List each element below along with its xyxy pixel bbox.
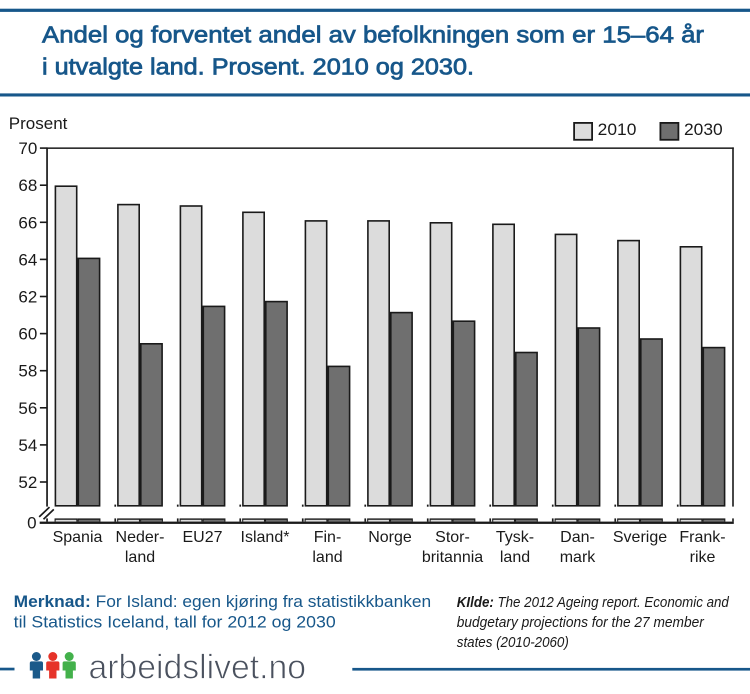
svg-text:budgetary projections for the: budgetary projections for the 27 member xyxy=(457,614,705,631)
svg-text:land: land xyxy=(500,549,530,566)
svg-text:britannia: britannia xyxy=(422,549,483,566)
svg-text:2030: 2030 xyxy=(684,120,723,139)
svg-text:Dan-: Dan- xyxy=(560,529,595,546)
svg-text:Sverige: Sverige xyxy=(613,529,667,546)
svg-text:Andel og forventet andel av be: Andel og forventet andel av befolkningen… xyxy=(42,22,704,48)
svg-text:68: 68 xyxy=(18,176,37,195)
svg-text:Prosent: Prosent xyxy=(9,114,68,133)
svg-text:62: 62 xyxy=(18,288,37,307)
svg-text:64: 64 xyxy=(18,250,37,269)
svg-text:Tysk-: Tysk- xyxy=(496,529,534,546)
svg-text:Island*: Island* xyxy=(241,529,290,546)
svg-text:54: 54 xyxy=(18,436,37,455)
svg-text:mark: mark xyxy=(560,549,597,566)
svg-text:52: 52 xyxy=(18,473,37,492)
svg-text:KIlde: The 2012 Ageing report: KIlde: The 2012 Ageing report. Economic … xyxy=(457,594,730,611)
svg-text:Merknad: For Island: egen kjør: Merknad: For Island: egen kjøring fra st… xyxy=(14,592,432,611)
svg-text:0: 0 xyxy=(27,513,36,532)
svg-text:arbeidslivet.no: arbeidslivet.no xyxy=(89,649,307,687)
svg-text:56: 56 xyxy=(18,399,37,418)
svg-text:land: land xyxy=(125,549,155,566)
svg-text:Frank-: Frank- xyxy=(679,529,725,546)
svg-text:Neder-: Neder- xyxy=(116,529,165,546)
svg-text:70: 70 xyxy=(18,139,37,158)
svg-text:states (2010-2060): states (2010-2060) xyxy=(457,634,569,651)
svg-text:EU27: EU27 xyxy=(182,529,222,546)
svg-text:60: 60 xyxy=(18,325,37,344)
svg-text:rike: rike xyxy=(690,549,716,566)
svg-text:2010: 2010 xyxy=(598,120,637,139)
svg-text:i utvalgte land. Prosent. 2010: i utvalgte land. Prosent. 2010 og 2030. xyxy=(42,54,474,80)
svg-text:Spania: Spania xyxy=(53,529,103,546)
svg-text:58: 58 xyxy=(18,362,37,381)
svg-text:land: land xyxy=(312,549,342,566)
svg-text:Norge: Norge xyxy=(368,529,412,546)
svg-text:Fin-: Fin- xyxy=(314,529,342,546)
svg-text:66: 66 xyxy=(18,213,37,232)
svg-text:til Statistics Iceland, tall f: til Statistics Iceland, tall for 2012 og… xyxy=(14,613,336,632)
svg-text:Stor-: Stor- xyxy=(435,529,470,546)
